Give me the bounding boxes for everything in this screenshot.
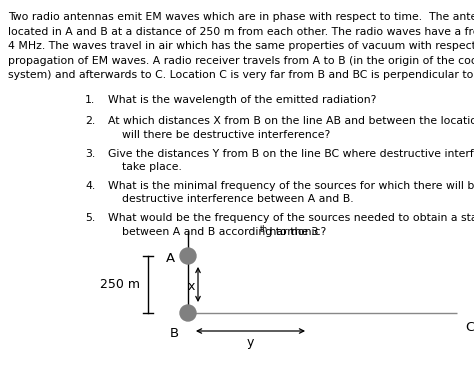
Text: Give the distances Y from B on the line BC where destructive interference will: Give the distances Y from B on the line … (108, 148, 474, 159)
Text: x: x (188, 280, 195, 293)
Text: 5.: 5. (85, 213, 95, 223)
Text: 2.: 2. (85, 116, 95, 126)
Text: destructive interference between A and B.: destructive interference between A and B… (122, 194, 354, 205)
Text: between A and B according to the 3: between A and B according to the 3 (122, 227, 319, 237)
Circle shape (180, 248, 196, 264)
Circle shape (180, 305, 196, 321)
Text: take place.: take place. (122, 162, 182, 172)
Text: y: y (247, 336, 254, 349)
Text: What is the minimal frequency of the sources for which there will be no: What is the minimal frequency of the sou… (108, 181, 474, 191)
Text: th: th (260, 225, 268, 234)
Text: What would be the frequency of the sources needed to obtain a standing wave: What would be the frequency of the sourc… (108, 213, 474, 223)
Text: propagation of EM waves. A radio receiver travels from A to B (in the origin of : propagation of EM waves. A radio receive… (8, 55, 474, 65)
Text: At which distances X from B on the line AB and between the locations A and B: At which distances X from B on the line … (108, 116, 474, 126)
Text: located in A and B at a distance of 250 m from each other. The radio waves have : located in A and B at a distance of 250 … (8, 27, 474, 37)
Text: 4.: 4. (85, 181, 95, 191)
Text: will there be destructive interference?: will there be destructive interference? (122, 130, 330, 140)
Text: A: A (166, 252, 175, 266)
Text: C: C (465, 321, 474, 334)
Text: system) and afterwards to C. Location C is very far from B and BC is perpendicul: system) and afterwards to C. Location C … (8, 70, 474, 80)
Text: What is the wavelength of the emitted radiation?: What is the wavelength of the emitted ra… (108, 95, 376, 104)
Text: 250 m: 250 m (100, 278, 140, 291)
Text: harmonic?: harmonic? (266, 227, 326, 237)
Text: B: B (170, 327, 179, 340)
Text: 3.: 3. (85, 148, 95, 159)
Text: Two radio antennas emit EM waves which are in phase with respect to time.  The a: Two radio antennas emit EM waves which a… (8, 12, 474, 22)
Text: 1.: 1. (85, 95, 95, 104)
Text: 4 MHz. The waves travel in air which has the same properties of vacuum with resp: 4 MHz. The waves travel in air which has… (8, 41, 474, 51)
